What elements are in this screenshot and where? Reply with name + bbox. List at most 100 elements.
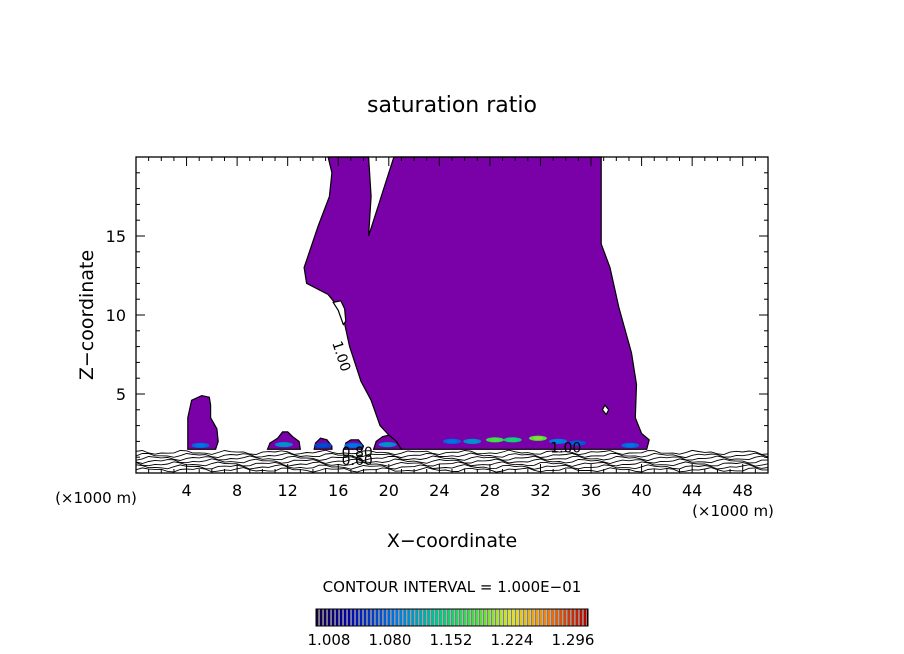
colorbar-stripe	[316, 609, 319, 626]
colorbar-stripe	[552, 609, 555, 626]
region-main-cloud	[303, 156, 650, 450]
contour-label: 1.00	[550, 440, 581, 456]
colorbar-stripe	[328, 609, 331, 626]
colorbar-stripe	[408, 609, 411, 626]
colorbar-labels: 1.008 1.080 1.152 1.224 1.296	[308, 631, 595, 649]
colorbar-stripe	[568, 609, 571, 626]
colorbar-stripe	[564, 609, 567, 626]
colorbar-stripe	[584, 609, 587, 626]
colorbar-frame	[315, 608, 589, 627]
background-contour-line	[135, 455, 769, 462]
colorbar-stripe	[348, 609, 351, 626]
background-contour-line	[135, 449, 769, 456]
colorbar-stripe	[324, 609, 327, 626]
colorbar-stripe	[400, 609, 403, 626]
hot-spot-core	[532, 436, 543, 440]
y-axis-label: Z−coordinate	[76, 250, 98, 380]
colorbar-stripe	[344, 609, 347, 626]
colorbar-tick-label: 1.224	[491, 631, 534, 649]
colorbar-stripe	[464, 609, 467, 626]
hot-spot-core	[507, 438, 518, 442]
hot-spot-core	[553, 439, 564, 443]
y-tick-label: 10	[106, 306, 126, 325]
colorbar-stripe	[376, 609, 379, 626]
hot-spot-core	[382, 442, 393, 447]
colorbar-stripe	[404, 609, 407, 626]
colorbar-stripe	[340, 609, 343, 626]
colorbar-stripe	[496, 609, 499, 626]
colorbar-stripe	[432, 609, 435, 626]
colorbar-stripe	[452, 609, 455, 626]
colorbar-stripe	[476, 609, 479, 626]
colorbar-stripe	[436, 609, 439, 626]
region-hole-lower	[601, 404, 610, 416]
colorbar	[316, 609, 588, 626]
colorbar-stripe	[380, 609, 383, 626]
background-contour-line	[135, 461, 769, 467]
colorbar-stripe	[540, 609, 543, 626]
contour-label: 0.80	[342, 445, 373, 461]
colorbar-stripe	[500, 609, 503, 626]
colorbar-stripe	[516, 609, 519, 626]
hot-spot-core	[447, 439, 457, 443]
contour-interval-text: CONTOUR INTERVAL = 1.000E−01	[323, 578, 582, 596]
colorbar-stripe	[468, 609, 471, 626]
contour-fill-layer	[187, 156, 650, 450]
contour-label: 0.60	[342, 453, 373, 469]
x-unit-right: (×1000 m)	[692, 502, 774, 520]
x-tick-label: 20	[379, 481, 399, 500]
hot-spot-core	[348, 443, 359, 447]
colorbar-stripe	[448, 609, 451, 626]
x-tick-label: 16	[328, 481, 348, 500]
colorbar-stripe	[472, 609, 475, 626]
colorbar-stripe	[456, 609, 459, 626]
colorbar-stripe	[520, 609, 523, 626]
colorbar-stripe	[388, 609, 391, 626]
colorbar-stripe	[364, 609, 367, 626]
x-tick-label: 4	[181, 481, 191, 500]
colorbar-stripe	[576, 609, 579, 626]
y-tick-label: 15	[106, 227, 126, 246]
colorbar-stripe	[368, 609, 371, 626]
colorbar-tick-label: 1.080	[369, 631, 412, 649]
colorbar-stripe	[484, 609, 487, 626]
hot-spot-core	[195, 443, 206, 447]
colorbar-stripe	[528, 609, 531, 626]
x-tick-label: 12	[278, 481, 298, 500]
colorbar-stripe	[504, 609, 507, 626]
hot-spot-core	[625, 443, 636, 447]
colorbar-tick-label: 1.152	[430, 631, 473, 649]
colorbar-stripe	[428, 609, 431, 626]
x-tick-label: 36	[581, 481, 601, 500]
colorbar-stripe	[356, 609, 359, 626]
colorbar-stripe	[460, 609, 463, 626]
colorbar-stripe	[336, 609, 339, 626]
colorbar-stripe	[572, 609, 575, 626]
y-tick-label: 5	[116, 385, 126, 404]
region-hole-upper	[332, 300, 347, 326]
x-axis-label: X−coordinate	[387, 530, 517, 552]
colorbar-tick-label: 1.008	[308, 631, 351, 649]
colorbar-stripe	[536, 609, 539, 626]
hot-spot-core	[467, 439, 478, 443]
background-contour-line	[135, 458, 768, 464]
colorbar-stripe	[332, 609, 335, 626]
hot-spot-core	[489, 438, 500, 442]
background-contour-line	[135, 464, 769, 470]
x-tick-label: 40	[631, 481, 651, 500]
colorbar-stripe	[492, 609, 495, 626]
colorbar-stripe	[420, 609, 423, 626]
background-contour-line	[135, 452, 769, 459]
region-cell-4	[187, 394, 219, 450]
x-tick-label: 28	[480, 481, 500, 500]
colorbar-stripe	[412, 609, 415, 626]
colorbar-stripe	[548, 609, 551, 626]
x-tick-label: 44	[682, 481, 702, 500]
colorbar-stripe	[560, 609, 563, 626]
colorbar-stripe	[580, 609, 583, 626]
colorbar-stripe	[524, 609, 527, 626]
colorbar-stripe	[544, 609, 547, 626]
hot-spot-core	[318, 443, 329, 447]
colorbar-stripe	[360, 609, 363, 626]
